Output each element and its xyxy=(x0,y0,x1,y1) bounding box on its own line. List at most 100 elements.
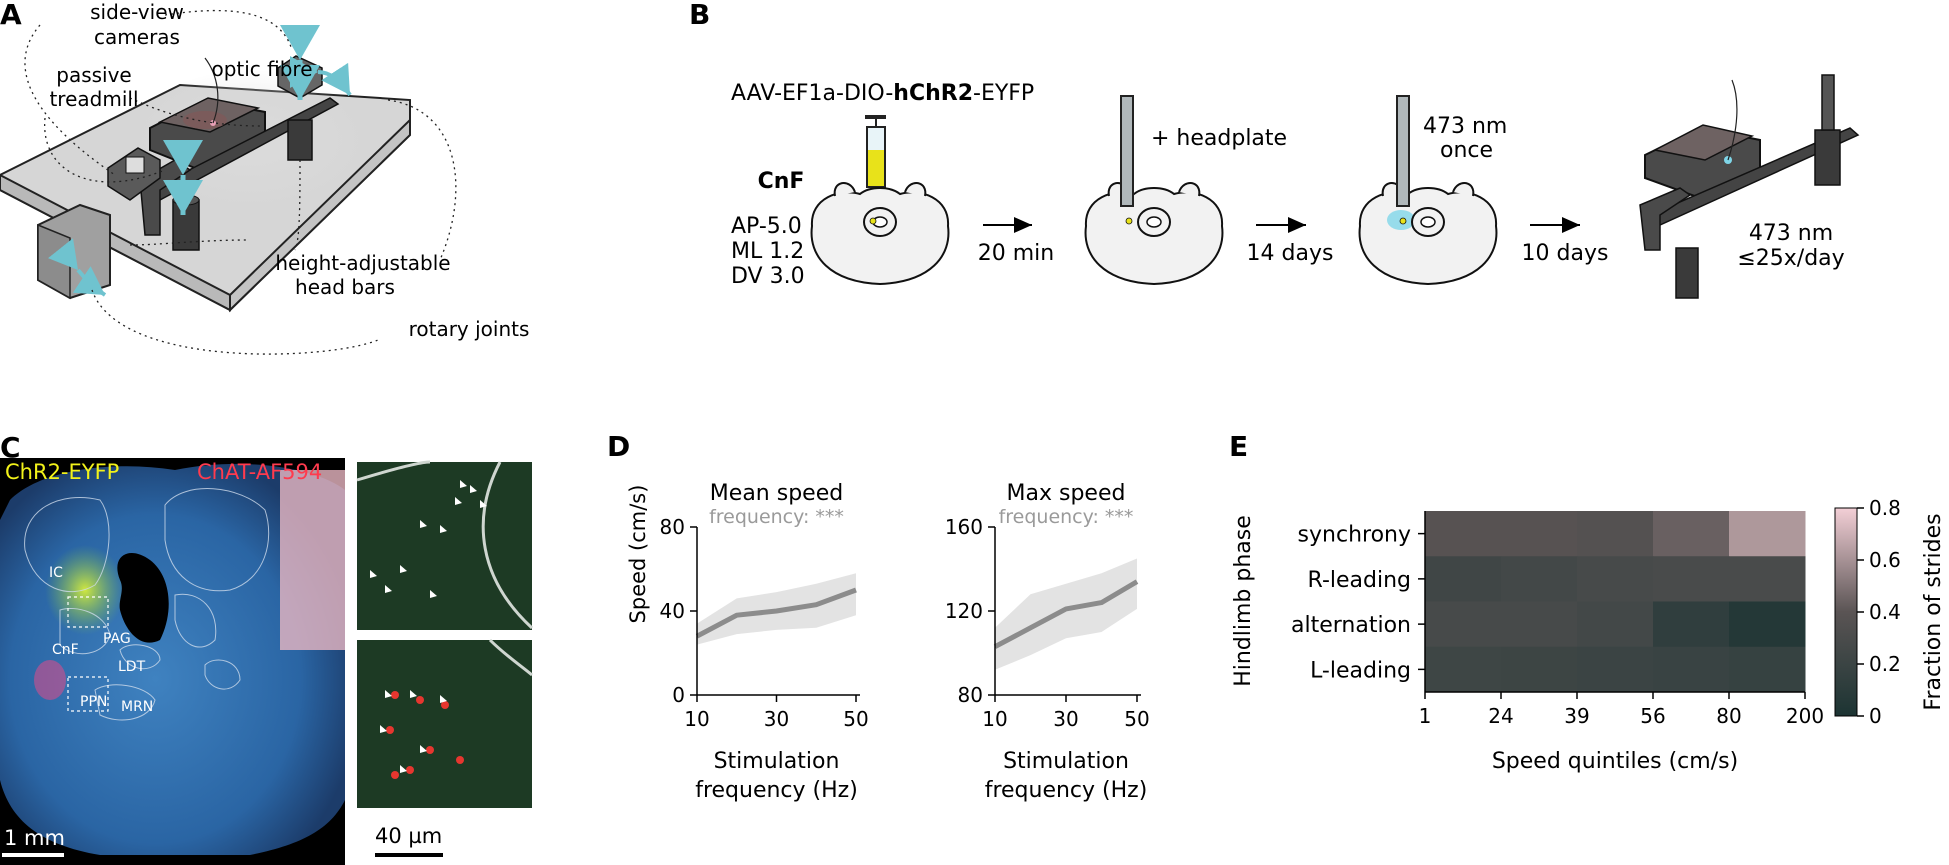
chart-subtitle: frequency: *** xyxy=(709,506,844,528)
leader-lines xyxy=(24,9,457,355)
panel-label-a: A xyxy=(0,0,22,31)
light1-l1: 473 nm xyxy=(1423,114,1507,139)
colorbar-tick-label: 0.2 xyxy=(1869,652,1901,676)
x-tick-label: 50 xyxy=(1124,707,1149,731)
scale-label-1: 1 mm xyxy=(4,826,65,850)
channel-1-label: ChR2-EYFP xyxy=(5,460,119,484)
panel-label-b: B xyxy=(689,0,710,31)
label-headbars-1: height-adjustable xyxy=(275,251,450,275)
ci-band xyxy=(995,558,1137,670)
label-treadmill-1: passive xyxy=(56,63,132,87)
x-axis-label-1: Stimulation xyxy=(1003,749,1129,774)
panel-b: B AAV-EF1a-DIO-hChR2-EYFP CnF AP-5.0 ML … xyxy=(689,0,1860,299)
label-cameras-2: cameras xyxy=(94,25,180,49)
fibre-implant-1 xyxy=(1120,95,1134,207)
chart-phase-heatmap: synchrony R-leading alternation L-leading 1 2… xyxy=(1231,496,1946,774)
coord-ap: AP-5.0 xyxy=(731,214,802,239)
region-ic: IC xyxy=(49,565,63,581)
brain-slice-1 xyxy=(810,182,950,286)
rotation-arrow-right xyxy=(289,55,352,97)
x-tick-label: 56 xyxy=(1640,704,1665,728)
label-fibre: optic fibre xyxy=(211,57,312,81)
x-tick-label: 30 xyxy=(764,707,789,731)
coord-dv: DV 3.0 xyxy=(731,264,805,289)
panel-label-d: D xyxy=(607,430,630,463)
x-tick-label: 10 xyxy=(684,707,709,731)
panel-label-e: E xyxy=(1229,430,1248,463)
chart-title: Mean speed xyxy=(710,481,843,506)
construct-label: AAV-EF1a-DIO-hChR2-EYFP xyxy=(731,81,1034,106)
y-tick-label: L-leading xyxy=(1310,658,1411,683)
x-tick-label: 200 xyxy=(1786,704,1824,728)
histology-inset-top xyxy=(357,462,532,630)
fibre-implant-2 xyxy=(1396,95,1410,207)
heatmap-cell xyxy=(1501,511,1578,557)
region-ppn: PPN xyxy=(80,694,107,710)
colorbar-label: Fraction of strides xyxy=(1921,513,1946,710)
y-tick-label: synchrony xyxy=(1298,523,1411,548)
syringe xyxy=(865,115,886,220)
x-tick-label: 24 xyxy=(1488,704,1513,728)
y-tick-label: 0 xyxy=(672,683,685,707)
coord-ml: ML 1.2 xyxy=(731,239,804,264)
y-tick-label: R-leading xyxy=(1308,568,1411,593)
camera-front xyxy=(107,147,161,201)
heatmap-cell xyxy=(1577,556,1654,602)
heatmap-cell xyxy=(1501,556,1578,602)
x-axis-label-2: frequency (Hz) xyxy=(695,778,858,803)
panel-a: A xyxy=(0,0,530,355)
colorbar-tick-label: 0.8 xyxy=(1869,496,1901,520)
heatmap-cell xyxy=(1729,511,1806,557)
light2-l2: ≤25x/day xyxy=(1737,246,1844,271)
heatmap-cell xyxy=(1501,646,1578,693)
x-axis-label: Speed quintiles (cm/s) xyxy=(1492,749,1738,774)
y-tick-label: 80 xyxy=(958,683,983,707)
histology-inset-bottom xyxy=(357,640,532,808)
x-tick-label: 50 xyxy=(843,707,868,731)
colorbar-tick-label: 0.6 xyxy=(1869,548,1901,572)
heatmap-cell xyxy=(1425,601,1502,648)
x-tick-label: 1 xyxy=(1419,704,1432,728)
panel-c: ChR2-EYFP ChAT-AF594 IC PAG CnF LDT PPN … xyxy=(0,431,534,865)
x-axis-label-1: Stimulation xyxy=(714,749,840,774)
heatmap-cell xyxy=(1729,601,1806,648)
label-cameras-1: side-view xyxy=(90,0,184,24)
label-joints: rotary joints xyxy=(409,317,530,341)
interval-1: 20 min xyxy=(978,241,1054,266)
channel-2-label: ChAT-AF594 xyxy=(197,460,322,484)
heatmap-cell xyxy=(1653,646,1730,693)
heatmap-cell xyxy=(1653,556,1730,602)
brain-slice-3 xyxy=(1358,182,1498,286)
x-axis-label-2: frequency (Hz) xyxy=(985,778,1148,803)
left-post xyxy=(172,199,200,251)
heatmap-cell xyxy=(1653,601,1730,648)
heatmap-cell xyxy=(1501,601,1578,648)
region-label: CnF xyxy=(758,169,805,194)
x-tick-label: 80 xyxy=(1716,704,1741,728)
region-pag: PAG xyxy=(103,631,131,647)
y-tick-label: 120 xyxy=(945,599,983,623)
region-cnf: CnF xyxy=(52,642,79,658)
chart-title: Max speed xyxy=(1007,481,1126,506)
heatmap-cell xyxy=(1729,556,1806,602)
brain-slice-2 xyxy=(1084,182,1224,286)
heatmap-cell xyxy=(1577,511,1654,557)
y-tick-label: 40 xyxy=(660,599,685,623)
x-tick-label: 30 xyxy=(1053,707,1078,731)
region-mrn: MRN xyxy=(121,699,153,715)
x-tick-label: 10 xyxy=(982,707,1007,731)
heatmap-cell xyxy=(1577,601,1654,648)
scale-label-2: 40 µm xyxy=(375,824,442,848)
y-tick-label: alternation xyxy=(1291,613,1411,638)
heatmap-cell xyxy=(1425,511,1502,557)
y-axis-label: Hindlimb phase xyxy=(1231,515,1256,687)
y-tick-label: 160 xyxy=(945,515,983,539)
heatmap-cell xyxy=(1425,646,1502,693)
right-post xyxy=(287,119,313,161)
colorbar-tick-label: 0 xyxy=(1869,704,1882,728)
interval-2: 14 days xyxy=(1247,241,1334,266)
